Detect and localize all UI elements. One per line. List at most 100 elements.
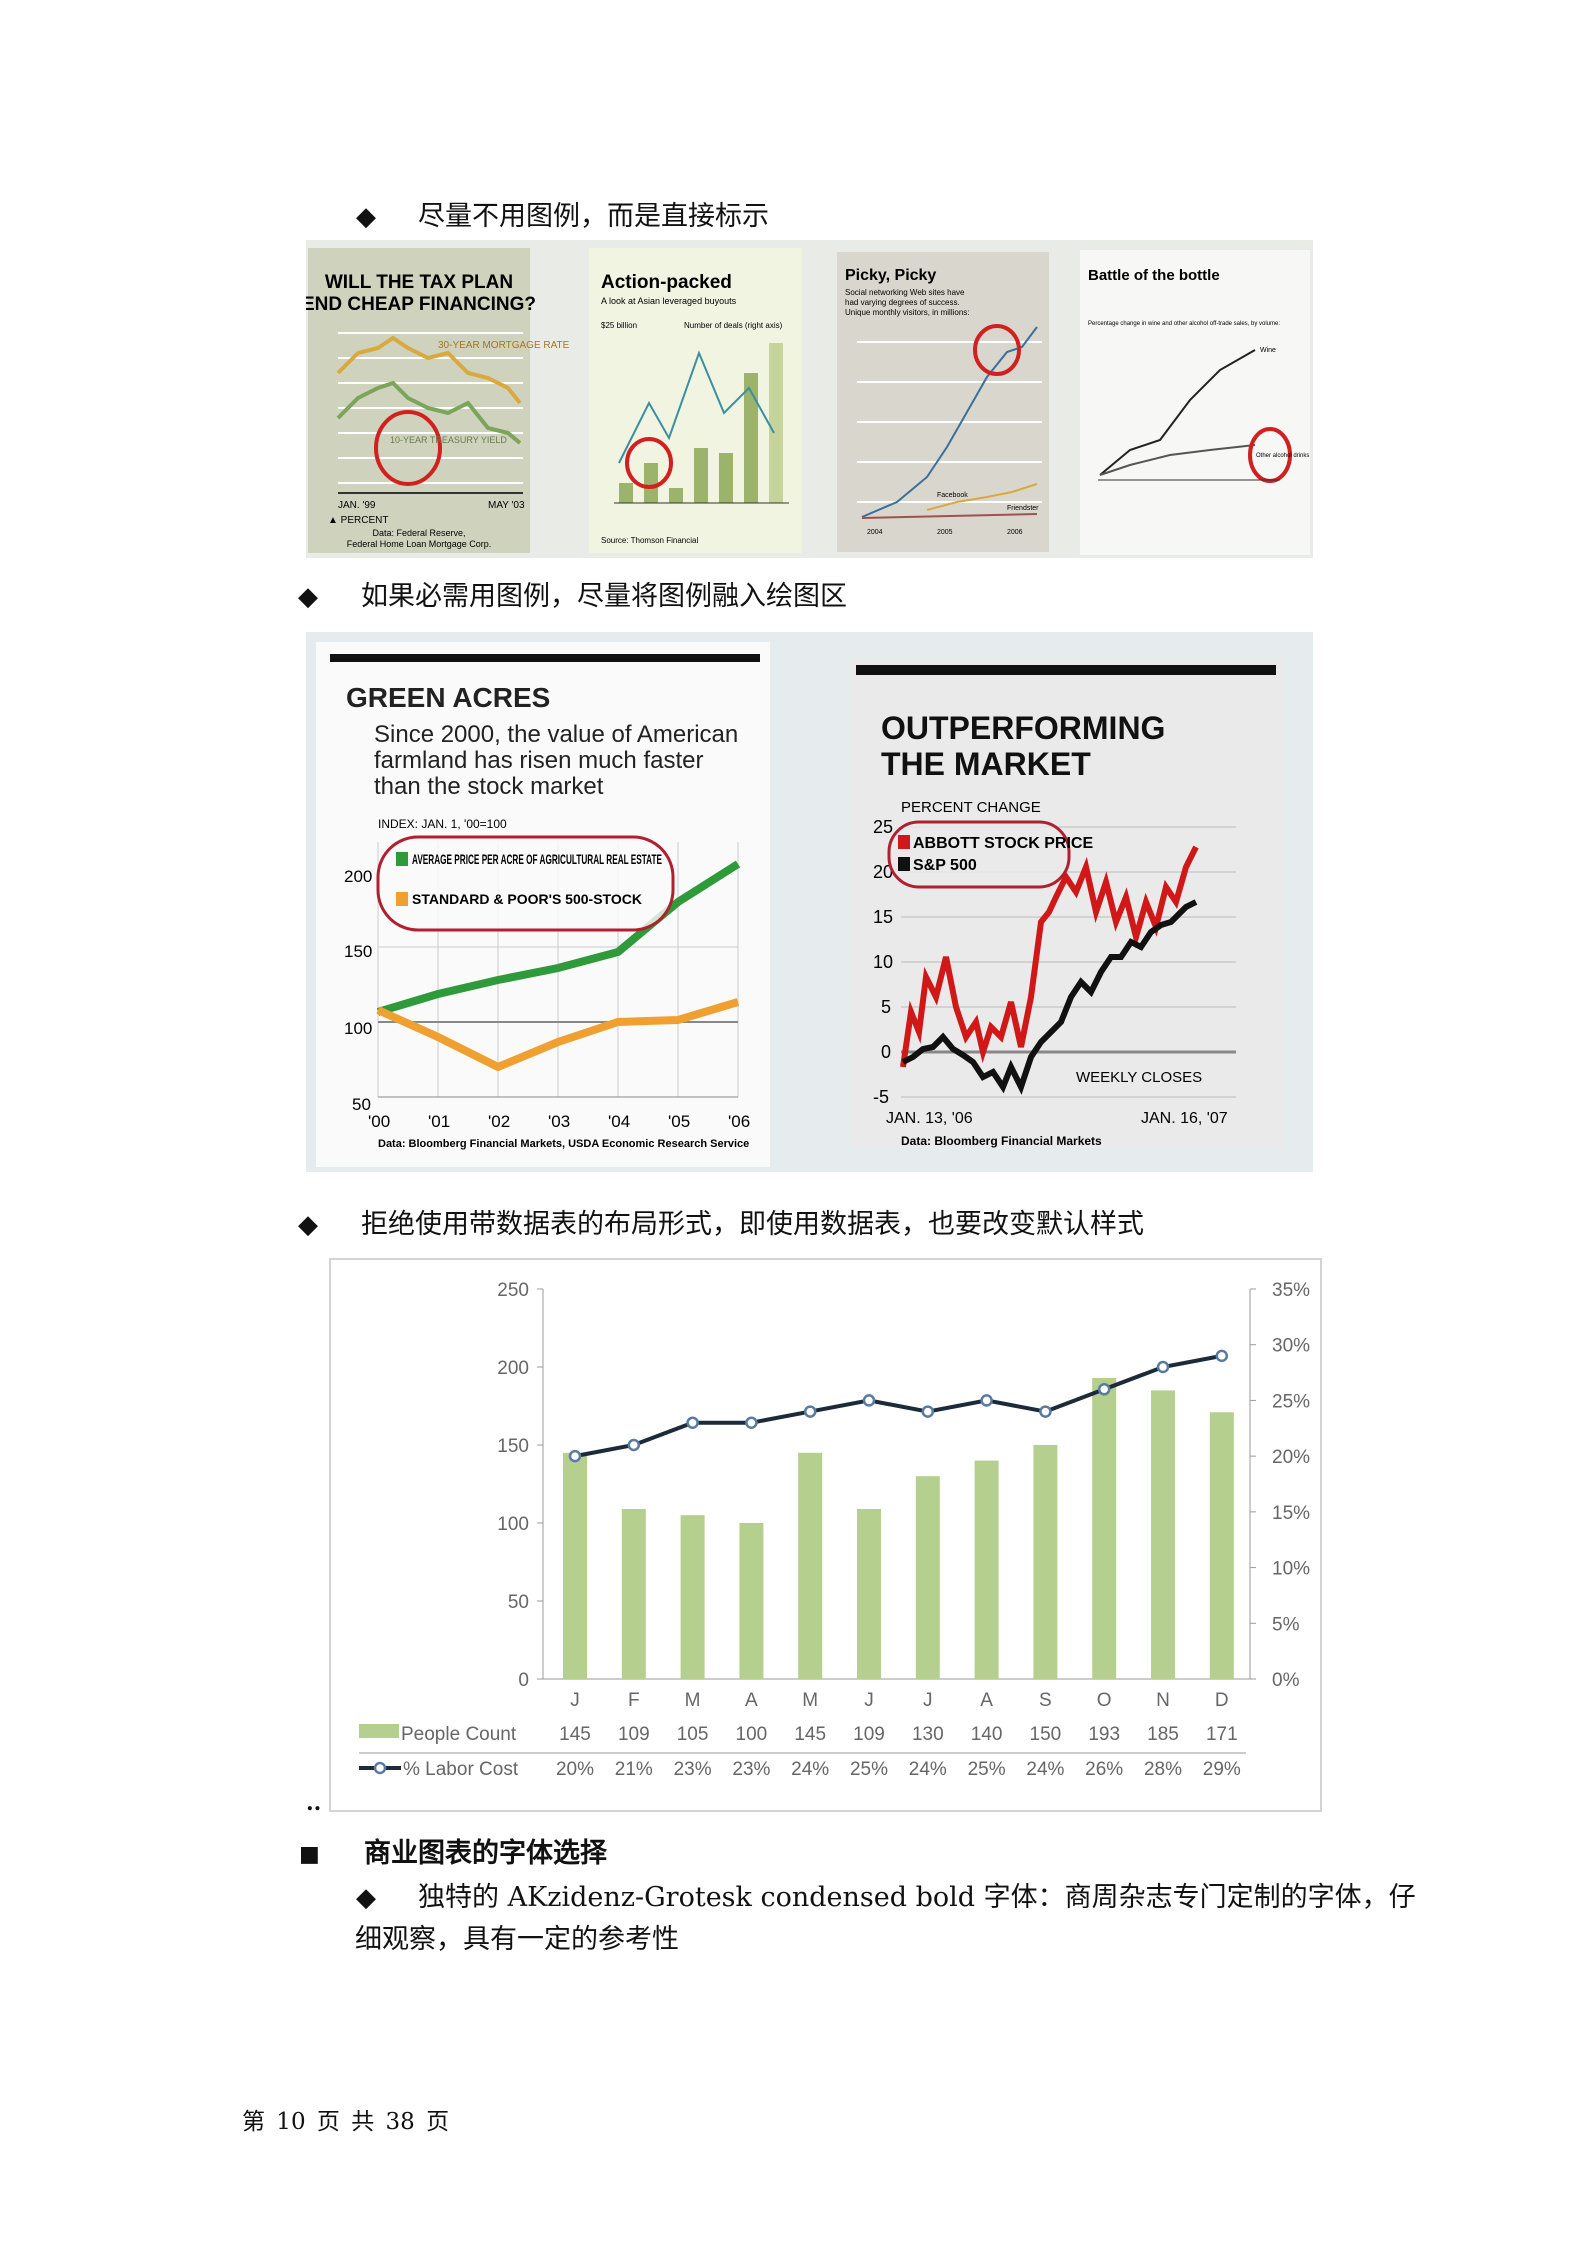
index-note: INDEX: JAN. 1, '00=100 — [378, 817, 507, 831]
example-charts-integrated-legend: GREEN ACRES Since 2000, the value of Ame… — [316, 642, 1284, 1167]
green-acres-chart: GREEN ACRES Since 2000, the value of Ame… — [316, 642, 770, 1167]
x-tick-label: F — [628, 1690, 640, 1711]
dots-text: .. — [306, 1790, 322, 1816]
table-cell-people-count: 140 — [971, 1724, 1003, 1745]
bar-J — [857, 1508, 881, 1679]
right-tick-label: 5% — [1272, 1614, 1300, 1635]
x-tick: '00 — [368, 1112, 390, 1131]
y-tick: 5 — [881, 997, 891, 1017]
labor-cost-point — [803, 1405, 817, 1418]
source-text: Source: Thomson Financial — [601, 536, 698, 545]
labor-cost-point — [568, 1449, 582, 1463]
table-cell-people-count: 145 — [794, 1724, 826, 1745]
bar-A — [739, 1523, 764, 1679]
x-tick: 2004 — [867, 529, 883, 536]
x-tick-label: J — [864, 1690, 874, 1711]
table-cell-people-count: 193 — [1088, 1724, 1120, 1745]
table-cell-labor-cost: 28% — [1144, 1759, 1182, 1780]
chart-subtitle: farmland has risen much faster — [374, 747, 703, 774]
right-tick-label: 30% — [1272, 1336, 1310, 1357]
labor-cost-point — [980, 1394, 993, 1407]
y-tick: 20 — [873, 862, 893, 882]
panel-title: Picky, Picky — [845, 267, 936, 284]
chart-subtitle: Since 2000, the value of American — [374, 721, 738, 748]
y-tick: 100 — [344, 1019, 372, 1038]
labor-cost-point — [627, 1438, 641, 1452]
labor-cost-point — [1156, 1360, 1170, 1374]
source-text: Data: Bloomberg Financial Markets — [901, 1134, 1102, 1148]
x-tick-label: M — [685, 1690, 701, 1711]
x-tick: '04 — [608, 1112, 630, 1131]
table-cell-labor-cost: 24% — [791, 1759, 829, 1780]
panel-title: WILL THE TAX PLAN — [325, 272, 513, 293]
right-tick-label: 25% — [1272, 1391, 1310, 1412]
action-packed-chart: Action-packed A look at Asian leveraged … — [589, 248, 802, 553]
diamond-bullet-icon: ◆ — [356, 1883, 376, 1913]
page-footer: 第 10 页 共 38 页 — [242, 2109, 450, 2135]
legend-labor-cost: % Labor Cost — [403, 1759, 519, 1780]
x-tick-label: A — [980, 1690, 993, 1711]
y-tick: 25 — [873, 817, 893, 837]
series-label: Wine — [1260, 347, 1276, 354]
bar-D — [1209, 1412, 1234, 1679]
y-tick: 0 — [881, 1042, 891, 1062]
labor-cost-point — [1215, 1349, 1229, 1363]
people-count-labor-cost-chart: 0 50 100 150 200 250 0% 5% 10% 15% 20% 25% 30% 35% J F M… — [329, 1258, 1322, 1812]
table-cell-people-count: 130 — [912, 1724, 944, 1745]
table-cell-people-count: 109 — [618, 1724, 650, 1745]
section-heading: 商业图表的字体选择 — [364, 1838, 607, 1869]
example-charts-direct-labels: WILL THE TAX PLAN END CHEAP FINANCING? 3… — [302, 248, 1310, 555]
chart-title: OUTPERFORMING — [881, 710, 1165, 746]
bar-J — [563, 1452, 587, 1679]
source-text: Data: Federal Reserve, — [372, 528, 465, 538]
chart-title: THE MARKET — [881, 746, 1091, 782]
panel-title: Battle of the bottle — [1088, 267, 1220, 284]
axis-label: Number of deals (right axis) — [684, 321, 783, 330]
table-cell-people-count: 145 — [559, 1724, 591, 1745]
left-tick-label: 150 — [497, 1436, 529, 1457]
bar-M — [798, 1452, 823, 1679]
x-tick-label: S — [1039, 1690, 1052, 1711]
legend-people-count: People Count — [401, 1724, 517, 1745]
table-cell-people-count: 105 — [677, 1724, 709, 1745]
x-start-label: JAN. 13, '06 — [886, 1110, 973, 1127]
label-treasury: 10-YEAR TREASURY YIELD — [390, 435, 507, 445]
right-tick-label: 15% — [1272, 1503, 1310, 1524]
left-tick-label: 100 — [497, 1514, 529, 1535]
table-cell-labor-cost: 26% — [1085, 1759, 1123, 1780]
panel-title: END CHEAP FINANCING? — [306, 294, 536, 315]
chart-subtitle: than the stock market — [374, 773, 604, 800]
outperforming-market-chart: OUTPERFORMING THE MARKET PERCENT CHANGE … — [851, 657, 1284, 1148]
x-end-label: JAN. 16, '07 — [1141, 1110, 1228, 1127]
left-tick-label: 200 — [497, 1358, 529, 1379]
source-text: Federal Home Loan Mortgage Corp. — [347, 539, 492, 549]
table-cell-labor-cost: 25% — [850, 1759, 888, 1780]
labor-cost-point — [921, 1405, 935, 1418]
labor-cost-line — [574, 1353, 1223, 1459]
diamond-bullet-icon: ◆ — [356, 202, 376, 232]
picky-picky-chart: Picky, Picky Social networking Web sites… — [837, 252, 1049, 552]
bar-F — [621, 1508, 646, 1679]
bar-M — [680, 1515, 705, 1679]
x-tick-label: J — [923, 1690, 933, 1711]
bullet-text: 拒绝使用带数据表的布局形式，即使用数据表，也要改变默认样式 — [361, 1209, 1144, 1240]
series-label: Facebook — [937, 492, 968, 499]
x-tick: '05 — [668, 1112, 690, 1131]
tax-plan-chart: WILL THE TAX PLAN END CHEAP FINANCING? 3… — [302, 248, 570, 553]
paragraph-line: 细观察，具有一定的参考性 — [355, 1924, 679, 1955]
bar-S — [1033, 1445, 1058, 1679]
x-tick-label: A — [745, 1690, 758, 1711]
bar-J — [915, 1476, 940, 1679]
x-tick-label: O — [1097, 1690, 1112, 1711]
diamond-bullet-icon: ◆ — [298, 582, 318, 612]
y-tick: 200 — [344, 867, 372, 886]
legend-orange: STANDARD & POOR'S 500-STOCK — [412, 891, 642, 907]
labor-cost-point — [1039, 1405, 1052, 1418]
y-tick: 50 — [352, 1095, 371, 1114]
bar-N — [1151, 1390, 1175, 1679]
x-tick-label: N — [1156, 1690, 1170, 1711]
x-tick: '02 — [488, 1112, 510, 1131]
x-end-label: MAY '03 — [488, 500, 525, 511]
table-cell-people-count: 171 — [1206, 1724, 1238, 1745]
square-bullet-icon: ■ — [299, 1842, 320, 1867]
